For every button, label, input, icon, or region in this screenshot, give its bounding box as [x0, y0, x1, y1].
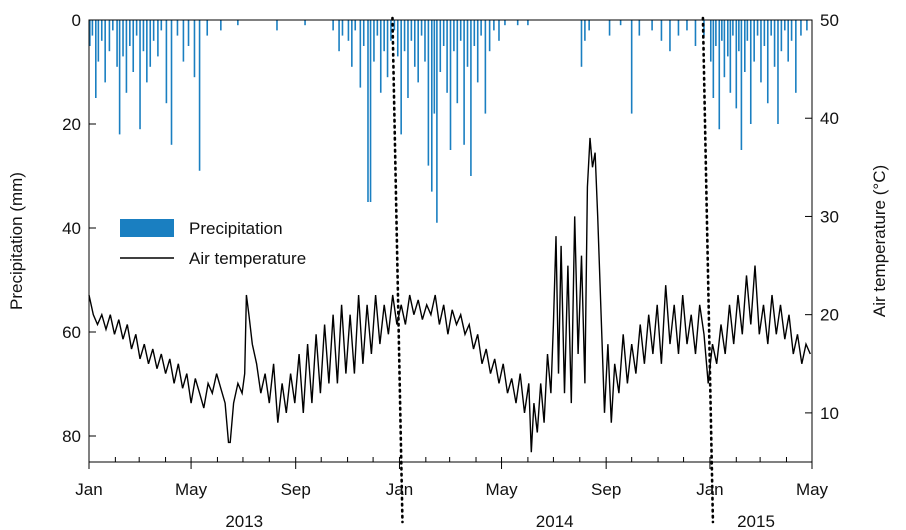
x-tick-label: Sep — [281, 480, 311, 499]
x-tick-label: May — [796, 480, 829, 499]
y-right-tick-label: 20 — [820, 306, 839, 325]
y-left-tick-label: 0 — [72, 11, 81, 30]
x-tick-label: Jan — [75, 480, 102, 499]
plot-area — [88, 16, 813, 524]
y-left-tick-label: 40 — [62, 219, 81, 238]
x-tick-label: Sep — [591, 480, 621, 499]
y-left-tick-label: 80 — [62, 427, 81, 446]
precipitation-axis-label: Precipitation (mm) — [7, 172, 26, 310]
x-axis: Jan May Sep Jan May Sep Jan May 2013 2014 2015 — [75, 457, 829, 530]
precipitation-bars — [89, 20, 808, 223]
x-tick-label: Jan — [386, 480, 413, 499]
plot-frame — [88, 19, 813, 463]
x-tick-label: May — [175, 480, 208, 499]
y-right-tick-label: 30 — [820, 207, 839, 226]
legend: Precipitation Air temperature — [120, 219, 306, 268]
temperature-axis: 10 20 30 40 50 — [805, 11, 839, 423]
y-left-tick-label: 60 — [62, 323, 81, 342]
x-year-label: 2014 — [536, 512, 574, 530]
x-tick-label: May — [485, 480, 518, 499]
year-boundary-lines — [391, 16, 715, 524]
x-year-label: 2013 — [225, 512, 263, 530]
precipitation-axis: 0 20 40 60 80 — [62, 11, 96, 446]
year-boundary-line — [701, 16, 715, 524]
legend-precipitation-label: Precipitation — [189, 219, 283, 238]
x-tick-label: Jan — [696, 480, 723, 499]
legend-air-temperature-label: Air temperature — [189, 249, 306, 268]
air-temperature-line — [88, 137, 811, 453]
y-right-tick-label: 50 — [820, 11, 839, 30]
y-right-tick-label: 10 — [820, 404, 839, 423]
legend-precipitation-swatch — [120, 219, 174, 237]
year-boundary-line — [391, 16, 404, 524]
x-year-label: 2015 — [737, 512, 775, 530]
y-right-tick-label: 40 — [820, 109, 839, 128]
y-left-tick-label: 20 — [62, 115, 81, 134]
temperature-axis-label: Air temperature (°C) — [870, 165, 889, 317]
